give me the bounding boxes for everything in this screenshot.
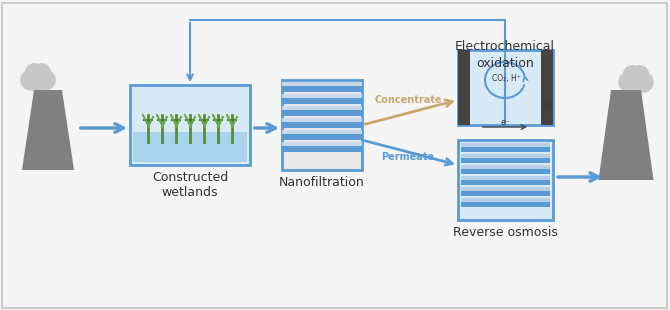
Bar (461, 165, 550, 169)
Bar (282, 118, 362, 122)
FancyBboxPatch shape (130, 85, 250, 165)
Bar (461, 198, 550, 202)
Bar (282, 110, 362, 116)
FancyBboxPatch shape (458, 50, 553, 125)
Text: Reverse osmosis: Reverse osmosis (452, 226, 557, 239)
Text: H₂: H₂ (543, 100, 552, 109)
Bar (282, 146, 362, 152)
Bar (461, 202, 550, 207)
Bar (282, 86, 362, 92)
Circle shape (624, 70, 648, 94)
Polygon shape (22, 90, 74, 170)
Polygon shape (598, 90, 653, 180)
Bar (461, 158, 550, 163)
Bar (282, 142, 362, 146)
Text: Electrochemical
oxidation: Electrochemical oxidation (455, 40, 555, 70)
Circle shape (623, 66, 641, 84)
Circle shape (619, 72, 639, 92)
Text: Concentrate: Concentrate (375, 95, 442, 105)
Bar (461, 176, 550, 180)
Text: CO₂, H⁺: CO₂, H⁺ (492, 73, 521, 82)
Text: Constructed
wetlands: Constructed wetlands (152, 171, 228, 199)
Text: Nanofiltration: Nanofiltration (279, 176, 365, 189)
Bar (282, 82, 362, 86)
Bar (461, 147, 550, 152)
Text: e⁻: e⁻ (500, 118, 510, 127)
Text: Permeate: Permeate (381, 152, 435, 162)
Bar (133, 132, 247, 162)
Bar (461, 154, 550, 158)
Bar (282, 106, 362, 110)
Bar (282, 134, 362, 140)
Bar (282, 130, 362, 134)
Circle shape (26, 68, 50, 92)
Bar (461, 169, 550, 174)
Bar (541, 50, 553, 125)
FancyBboxPatch shape (282, 80, 362, 170)
FancyBboxPatch shape (458, 140, 553, 220)
Circle shape (25, 64, 44, 82)
Bar (461, 143, 550, 147)
Bar (461, 180, 550, 185)
Bar (282, 122, 362, 128)
Bar (461, 187, 550, 191)
Bar (461, 191, 550, 196)
Circle shape (633, 72, 653, 92)
Circle shape (630, 66, 649, 84)
Circle shape (21, 70, 41, 90)
Bar (282, 94, 362, 98)
Circle shape (33, 64, 51, 82)
Bar (458, 50, 470, 125)
Bar (282, 98, 362, 104)
Circle shape (36, 70, 55, 90)
